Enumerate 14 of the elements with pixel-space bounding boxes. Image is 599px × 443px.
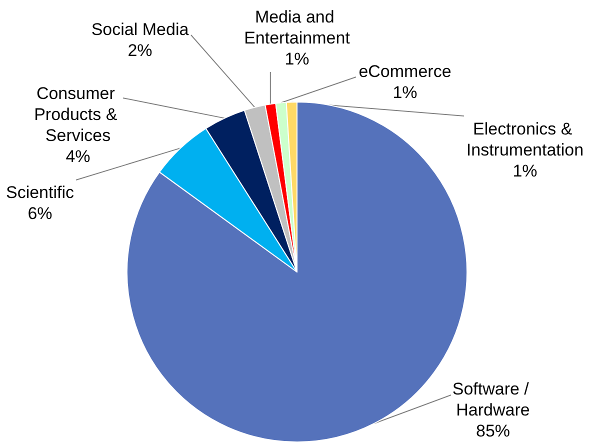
slice-label: Scientific [6,183,75,202]
slice-label: Electronics & Instrumentation [466,120,584,160]
slice-label: Social Media [91,20,190,39]
slice-label: Media and Entertainment [244,8,350,48]
data-label: 4% [66,147,90,166]
data-label: 2% [128,41,152,60]
slice-label: eCommerce [358,62,452,81]
data-label: 1% [284,50,310,68]
slice-label: Software / Hardware [452,380,534,420]
data-label: 85% [476,422,510,440]
data-label: 6% [28,204,52,223]
data-label: 1% [512,162,538,180]
slice-label: Consumer Products & Services [34,84,122,145]
data-label: 1% [392,83,418,102]
